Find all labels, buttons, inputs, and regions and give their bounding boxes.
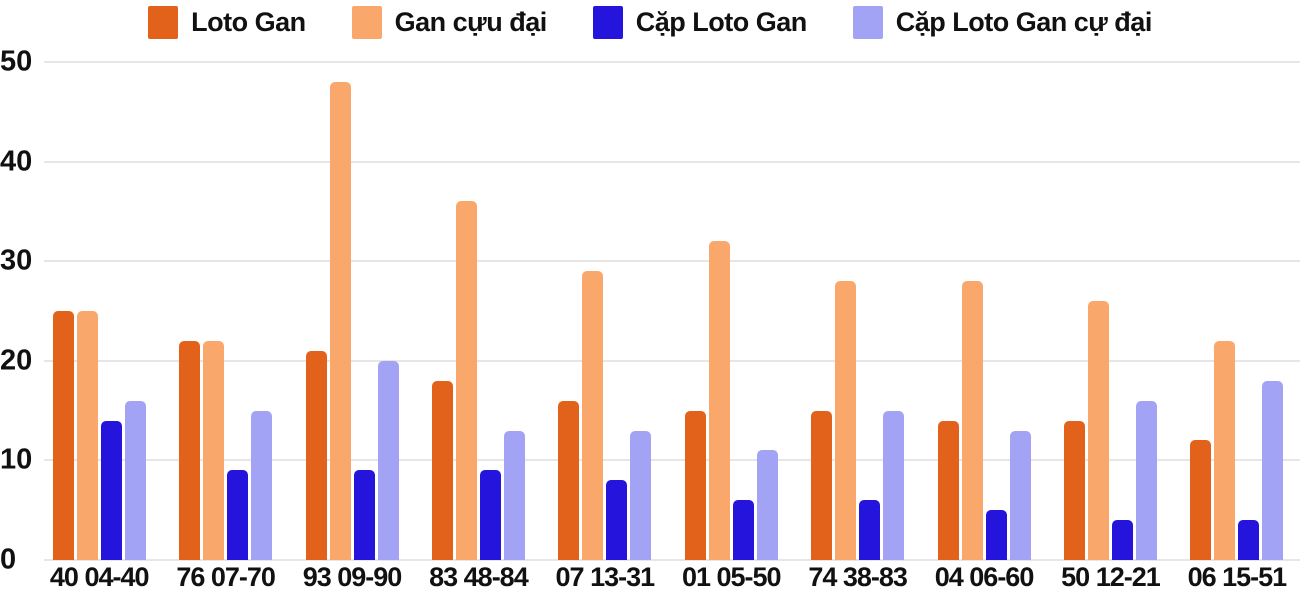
plot-area — [36, 61, 1300, 561]
bar-loto-gan — [305, 350, 327, 560]
bar-group-50-12-21 — [1047, 62, 1173, 560]
x-axis-label-74-38-83: 74 38-83 — [808, 562, 908, 592]
y-axis-label-50: 50 — [0, 45, 33, 78]
bar-cap-loto-gan — [1238, 520, 1260, 560]
bar-cap-loto-gan-cu-ai — [251, 410, 273, 560]
bar-cap-loto-gan — [100, 420, 122, 560]
bar-groups — [36, 62, 1300, 560]
x-axis-label-93-09-90: 93 09-90 — [302, 562, 403, 592]
x-axis-label-07-13-31: 07 13-31 — [555, 562, 656, 592]
y-axis-label-40: 40 — [0, 145, 33, 178]
legend-item-gan-cuu-ai: Gan cựu đại — [351, 6, 548, 39]
y-axis-label-30: 30 — [0, 244, 33, 277]
gridline-0 — [44, 559, 1300, 561]
bar-gan-cuu-ai — [961, 281, 983, 560]
bar-gan-cuu-ai — [708, 241, 730, 560]
bar-loto-gan — [558, 400, 580, 560]
bar-loto-gan — [52, 311, 74, 560]
bar-group-07-13-31 — [542, 62, 668, 560]
bar-gan-cuu-ai — [1214, 340, 1236, 560]
bar-cap-loto-gan — [227, 470, 249, 560]
bar-group-40-04-40 — [36, 62, 162, 560]
bar-cap-loto-gan — [479, 470, 501, 560]
bar-group-93-09-90 — [289, 62, 415, 560]
bar-gan-cuu-ai — [582, 271, 604, 560]
bar-group-83-48-84 — [415, 62, 541, 560]
legend-label: Gan cựu đại — [394, 7, 548, 37]
legend-label: Cặp Loto Gan cự đại — [895, 7, 1153, 37]
gridline-10 — [44, 459, 1300, 461]
x-axis-label-50-12-21: 50 12-21 — [1061, 562, 1161, 592]
bar-cap-loto-gan — [985, 510, 1007, 560]
x-axis-label-83-48-84: 83 48-84 — [429, 562, 529, 592]
bar-loto-gan — [1063, 420, 1085, 560]
legend-swatch-icon — [592, 6, 623, 39]
bar-cap-loto-gan — [859, 500, 881, 560]
bar-cap-loto-gan-cu-ai — [1009, 430, 1031, 560]
legend-swatch-icon — [148, 6, 179, 39]
y-axis-label-0: 0 — [0, 543, 17, 576]
bar-cap-loto-gan-cu-ai — [630, 430, 652, 560]
bar-cap-loto-gan-cu-ai — [883, 410, 905, 560]
gridline-30 — [44, 260, 1300, 262]
x-axis-label-06-15-51: 06 15-51 — [1187, 562, 1288, 592]
bar-cap-loto-gan-cu-ai — [503, 430, 525, 560]
bar-cap-loto-gan-cu-ai — [1135, 400, 1157, 560]
bar-gan-cuu-ai — [835, 281, 857, 560]
bar-gan-cuu-ai — [329, 81, 351, 560]
bar-cap-loto-gan-cu-ai — [756, 450, 778, 560]
bar-gan-cuu-ai — [76, 311, 98, 560]
bar-gan-cuu-ai — [203, 340, 225, 560]
gridline-40 — [44, 161, 1300, 163]
x-axis-label-04-06-60: 04 06-60 — [934, 562, 1035, 592]
bar-cap-loto-gan-cu-ai — [124, 400, 146, 560]
x-axis-label-76-07-70: 76 07-70 — [176, 562, 276, 592]
bar-group-74-38-83 — [794, 62, 920, 560]
legend-label: Cặp Loto Gan — [635, 7, 808, 37]
bar-loto-gan — [684, 410, 706, 560]
bar-loto-gan — [179, 340, 201, 560]
bar-cap-loto-gan-cu-ai — [377, 360, 399, 560]
bar-cap-loto-gan — [606, 480, 628, 560]
x-axis-label-40-04-40: 40 04-40 — [49, 562, 150, 592]
y-axis-label-10: 10 — [0, 443, 33, 476]
legend-item-cap-loto-gan: Cặp Loto Gan — [592, 6, 808, 39]
bar-cap-loto-gan — [1111, 520, 1133, 560]
legend-swatch-icon — [351, 6, 382, 39]
bar-cap-loto-gan-cu-ai — [1262, 380, 1284, 560]
legend-item-cap-loto-gan-cu-ai: Cặp Loto Gan cự đại — [852, 6, 1153, 39]
x-axis: 40 04-40 76 07-70 93 09-90 83 48-84 07 13-31… — [36, 562, 1300, 593]
bar-gan-cuu-ai — [455, 201, 477, 560]
bar-loto-gan — [431, 380, 453, 560]
x-axis-label-01-05-50: 01 05-50 — [681, 562, 782, 592]
bar-group-06-15-51 — [1174, 62, 1300, 560]
bar-cap-loto-gan — [732, 500, 754, 560]
legend-label: Loto Gan — [191, 7, 306, 37]
legend-item-loto-gan: Loto Gan — [148, 6, 306, 39]
bar-cap-loto-gan — [353, 470, 375, 560]
gridline-20 — [44, 360, 1300, 362]
gridline-50 — [44, 61, 1300, 63]
legend-swatch-icon — [852, 6, 883, 39]
bar-gan-cuu-ai — [1087, 301, 1109, 560]
bar-loto-gan — [811, 410, 833, 560]
bar-loto-gan — [937, 420, 959, 560]
bar-group-01-05-50 — [668, 62, 794, 560]
bar-group-04-06-60 — [921, 62, 1047, 560]
bar-loto-gan — [1190, 440, 1212, 560]
y-axis-label-20: 20 — [0, 344, 33, 377]
chart-legend: Loto Gan Gan cựu đại Cặp Loto Gan Cặp Loto … — [0, 6, 1300, 39]
bar-group-76-07-70 — [162, 62, 288, 560]
